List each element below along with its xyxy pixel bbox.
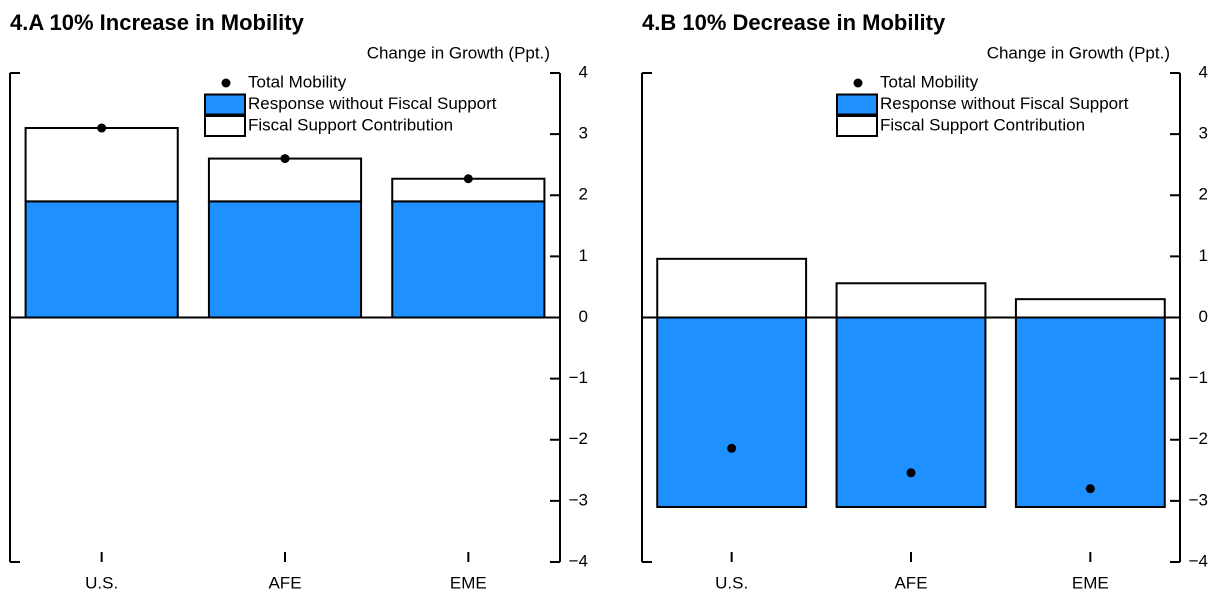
dot <box>97 123 107 133</box>
legend-label: Total Mobility <box>880 72 979 91</box>
dot <box>280 154 290 164</box>
y-tick-label: −2 <box>1189 429 1208 448</box>
dot <box>727 443 737 453</box>
legend-label: Response without Fiscal Support <box>248 94 497 113</box>
chart-title: 4.B 10% Decrease in Mobility <box>642 10 946 35</box>
y-tick-label: 4 <box>1199 62 1208 81</box>
x-tick-label: U.S. <box>85 573 118 592</box>
y-tick-label: 1 <box>1199 246 1208 265</box>
bar <box>207 200 363 319</box>
bar <box>835 282 987 319</box>
y-tick-label: −1 <box>1189 368 1208 387</box>
legend-label: Fiscal Support Contribution <box>880 115 1085 134</box>
legend-dot <box>853 78 863 88</box>
y-tick-label: −2 <box>569 429 588 448</box>
x-tick-label: U.S. <box>715 573 748 592</box>
y-axis-label: Change in Growth (Ppt.) <box>987 43 1170 62</box>
bar <box>24 127 179 203</box>
x-tick-label: EME <box>450 573 487 592</box>
x-tick-label: AFE <box>268 573 301 592</box>
legend-dot <box>221 78 231 88</box>
y-tick-label: −1 <box>569 368 588 387</box>
legend-swatch <box>836 115 878 137</box>
dot <box>1085 484 1095 494</box>
legend-label: Total Mobility <box>248 72 347 91</box>
legend-swatch <box>204 115 246 137</box>
x-tick-label: AFE <box>894 573 927 592</box>
y-tick-label: 2 <box>1199 185 1208 204</box>
bar <box>1014 316 1166 508</box>
bar <box>24 200 179 319</box>
y-tick-label: 1 <box>579 246 588 265</box>
legend-label: Fiscal Support Contribution <box>248 115 453 134</box>
dot <box>463 174 473 184</box>
legend-swatch <box>204 93 246 116</box>
y-tick-label: −4 <box>569 551 588 570</box>
y-tick-label: −3 <box>569 490 588 509</box>
x-tick-label: EME <box>1072 573 1109 592</box>
y-tick-label: 4 <box>579 62 588 81</box>
bar <box>391 200 546 319</box>
bar <box>835 316 987 508</box>
bar <box>1014 298 1166 319</box>
y-axis-label: Change in Growth (Ppt.) <box>367 43 550 62</box>
y-tick-label: 3 <box>1199 124 1208 143</box>
legend-swatch <box>836 93 878 116</box>
y-tick-label: −4 <box>1189 551 1208 570</box>
bar <box>656 316 808 508</box>
y-tick-label: 2 <box>579 185 588 204</box>
y-tick-label: 0 <box>579 307 588 326</box>
bar <box>207 157 363 203</box>
dot <box>906 468 916 478</box>
bar <box>656 257 808 319</box>
y-tick-label: 0 <box>1199 307 1208 326</box>
legend-label: Response without Fiscal Support <box>880 94 1129 113</box>
y-tick-label: −3 <box>1189 490 1208 509</box>
y-tick-label: 3 <box>579 124 588 143</box>
chart-title: 4.A 10% Increase in Mobility <box>10 10 305 35</box>
